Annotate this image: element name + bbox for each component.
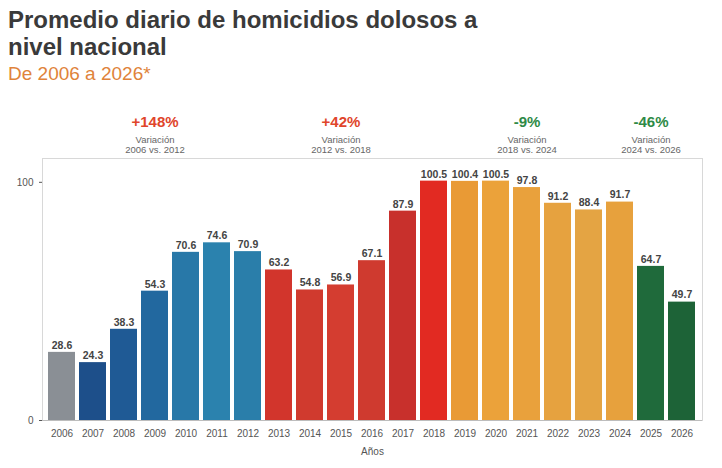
svg-text:88.4: 88.4 (579, 196, 600, 208)
svg-text:91.2: 91.2 (548, 190, 569, 202)
svg-text:-9%: -9% (514, 113, 541, 130)
svg-text:2016: 2016 (361, 428, 384, 439)
svg-text:-46%: -46% (633, 113, 668, 130)
svg-text:2015: 2015 (330, 428, 353, 439)
svg-text:2017: 2017 (392, 428, 415, 439)
svg-text:74.6: 74.6 (207, 229, 228, 241)
svg-text:2025: 2025 (640, 428, 663, 439)
svg-text:70.9: 70.9 (238, 238, 259, 250)
svg-text:2013: 2013 (268, 428, 291, 439)
svg-text:63.2: 63.2 (269, 256, 290, 268)
svg-text:28.6: 28.6 (52, 339, 73, 351)
svg-text:2018: 2018 (423, 428, 446, 439)
svg-text:Años: Años (361, 446, 384, 457)
svg-text:+148%: +148% (131, 113, 178, 130)
svg-text:54.3: 54.3 (145, 278, 166, 290)
svg-text:24.3: 24.3 (83, 349, 104, 361)
svg-text:2020: 2020 (485, 428, 508, 439)
svg-text:2014: 2014 (299, 428, 322, 439)
svg-text:Variación2018 vs. 2024: Variación2018 vs. 2024 (497, 134, 557, 155)
svg-text:70.6: 70.6 (176, 239, 197, 251)
svg-text:0: 0 (28, 415, 34, 426)
svg-text:2007: 2007 (82, 428, 105, 439)
svg-text:2019: 2019 (454, 428, 477, 439)
svg-text:2026: 2026 (671, 428, 694, 439)
svg-text:87.9: 87.9 (393, 197, 414, 209)
svg-text:Variación2024 vs. 2026: Variación2024 vs. 2026 (621, 134, 681, 155)
svg-text:38.3: 38.3 (114, 316, 135, 328)
svg-text:2023: 2023 (578, 428, 601, 439)
svg-text:91.7: 91.7 (610, 188, 631, 200)
svg-text:100.4: 100.4 (452, 168, 478, 180)
svg-text:2022: 2022 (547, 428, 570, 439)
svg-text:2008: 2008 (113, 428, 136, 439)
svg-text:49.7: 49.7 (672, 288, 693, 300)
svg-text:97.8: 97.8 (517, 174, 538, 186)
html-text:De 2006 a 2026*: De 2006 a 2026* (8, 63, 151, 84)
svg-text:100.5: 100.5 (421, 167, 447, 179)
svg-text:64.7: 64.7 (641, 253, 662, 265)
svg-text:100.5: 100.5 (483, 167, 509, 179)
svg-text:100: 100 (17, 177, 34, 188)
svg-text:2012: 2012 (237, 428, 260, 439)
svg-text:Variación2006 vs. 2012: Variación2006 vs. 2012 (125, 134, 185, 155)
svg-text:56.9: 56.9 (331, 271, 352, 283)
svg-text:2021: 2021 (516, 428, 539, 439)
svg-text:2006: 2006 (51, 428, 74, 439)
svg-text:2009: 2009 (144, 428, 167, 439)
svg-text:2011: 2011 (206, 428, 228, 439)
svg-text:67.1: 67.1 (362, 247, 383, 259)
svg-text:+42%: +42% (322, 113, 361, 130)
svg-text:2010: 2010 (175, 428, 198, 439)
svg-text:2024: 2024 (609, 428, 632, 439)
svg-text:54.8: 54.8 (300, 276, 321, 288)
html-text:Promedio diario de homicidios: Promedio diario de homicidios dolosos a … (8, 6, 478, 60)
svg-text:Variación2012 vs. 2018: Variación2012 vs. 2018 (311, 134, 371, 155)
